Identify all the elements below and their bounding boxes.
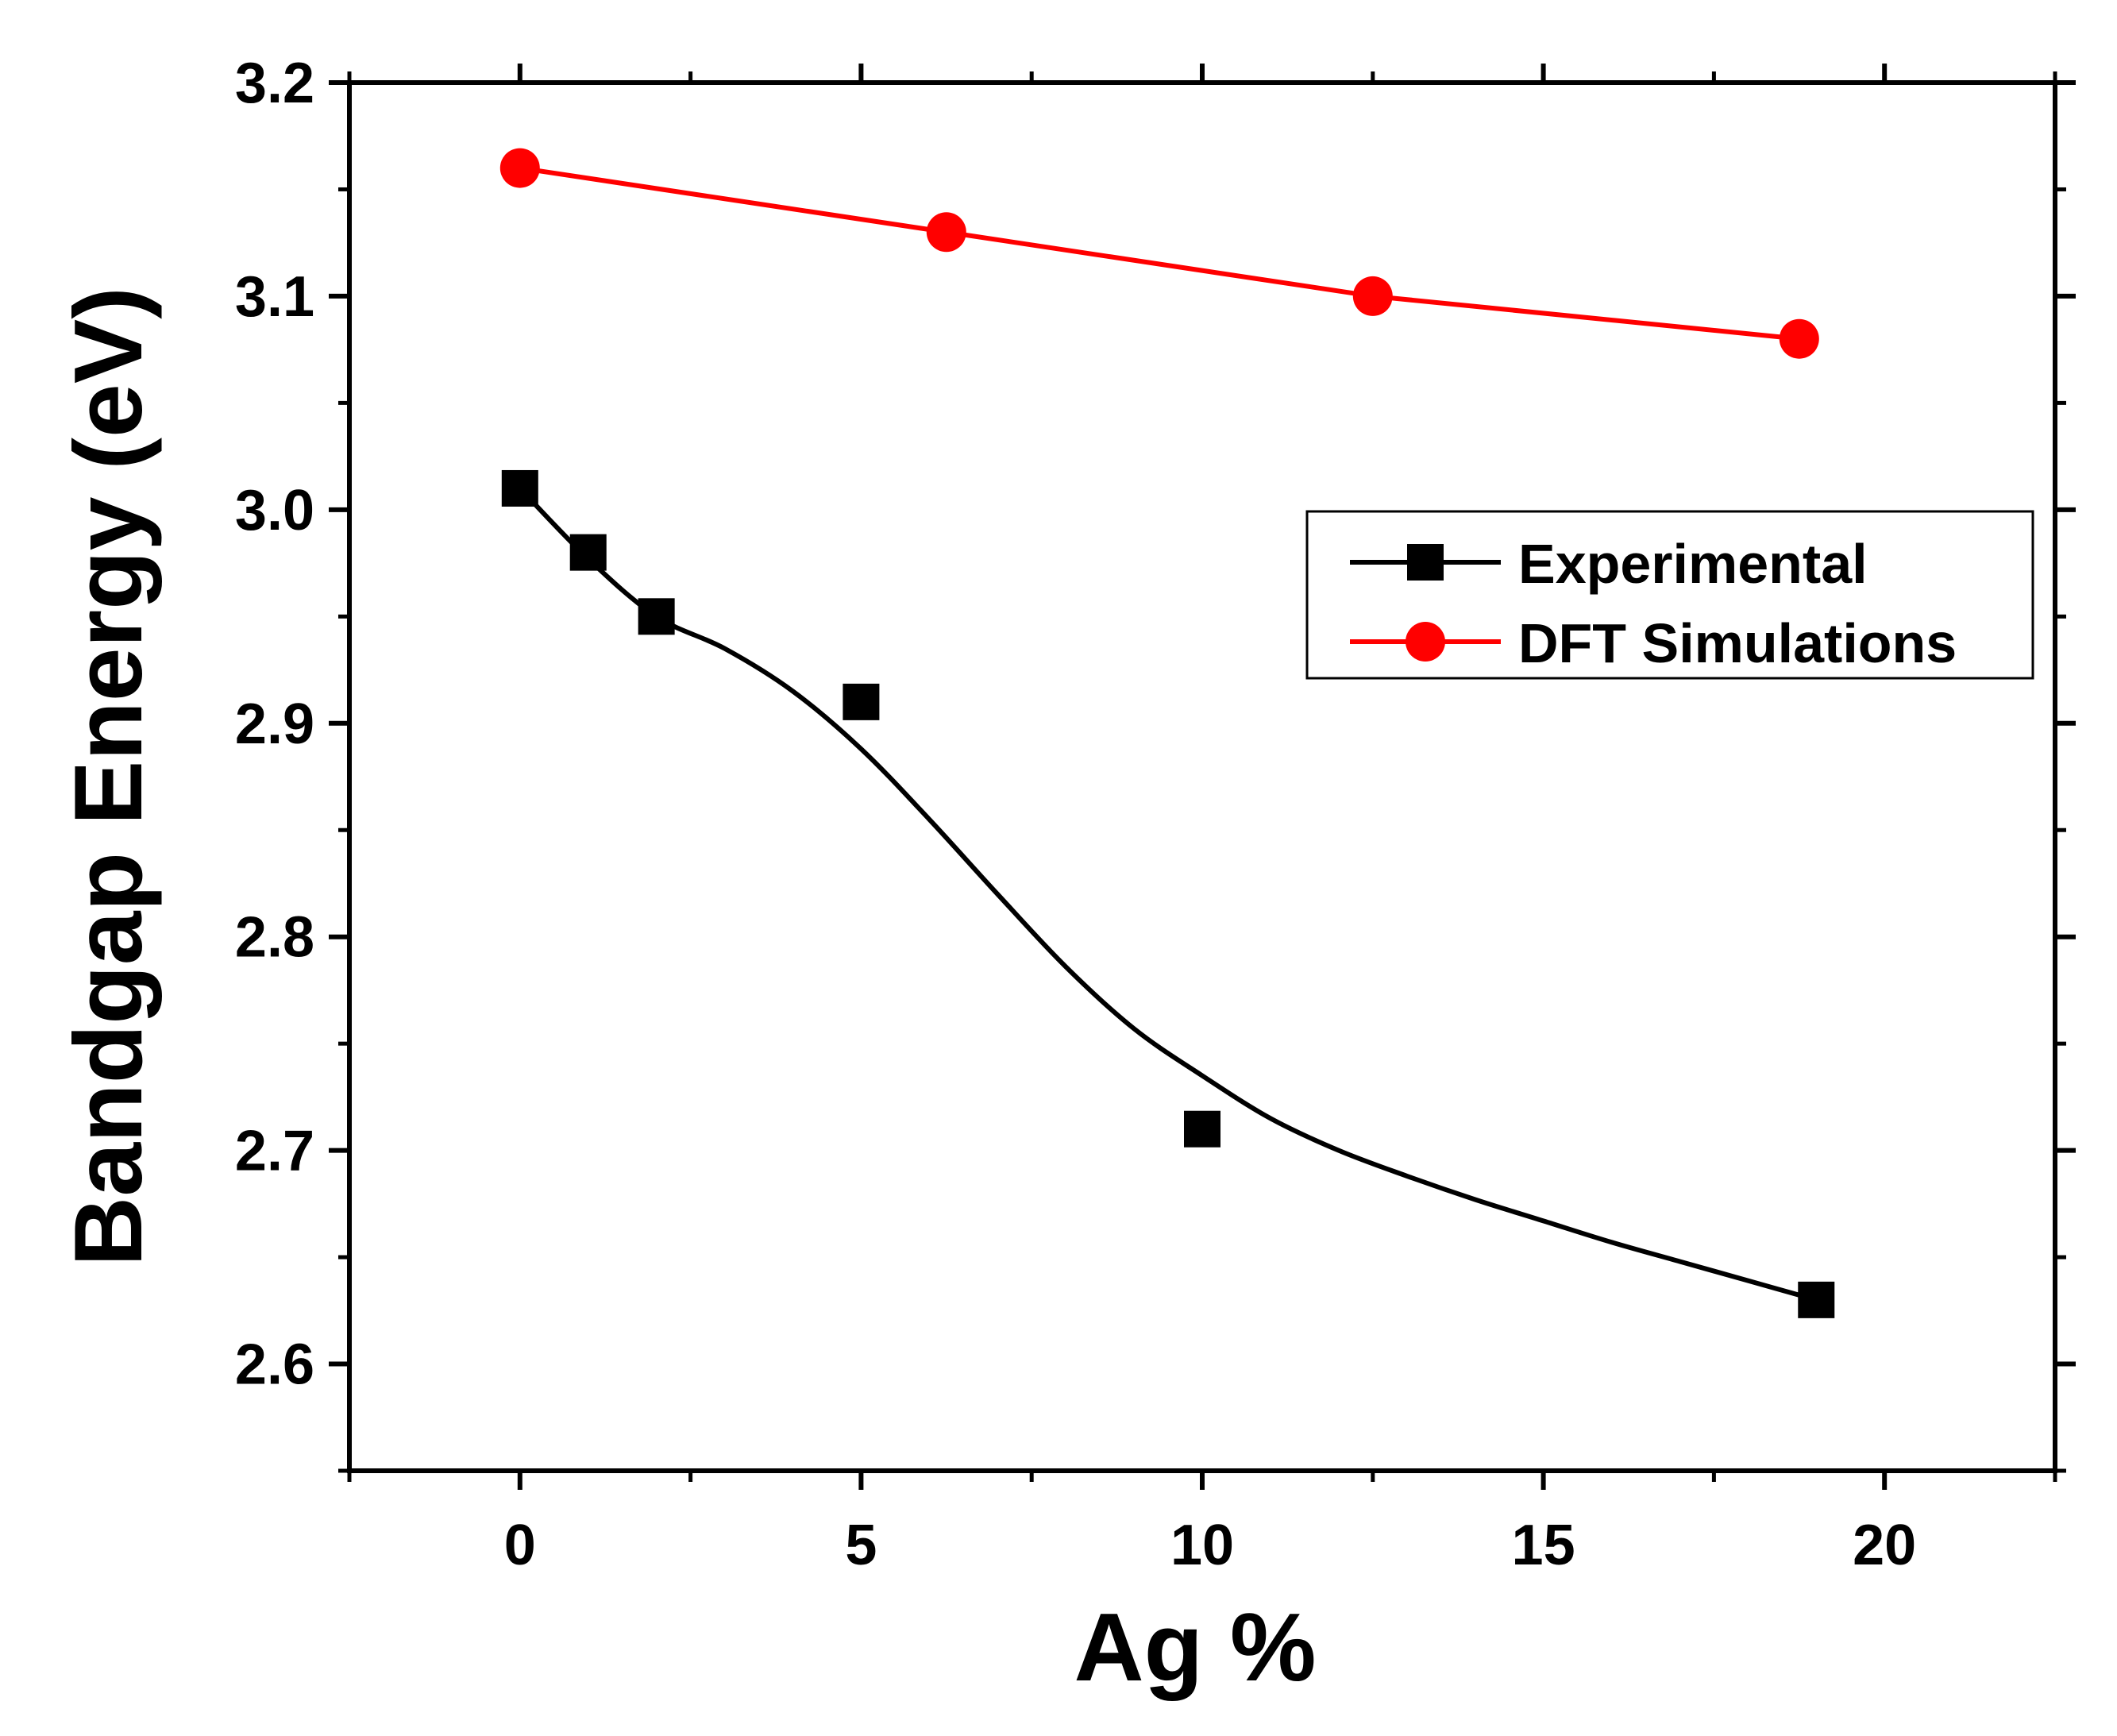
x-tick-label: 5 [845, 1514, 877, 1577]
legend-label-experimental: Experimental [1518, 533, 1868, 595]
series-dft-simulations [499, 148, 1819, 359]
y-tick-label: 2.6 [235, 1333, 314, 1397]
series-experimental [501, 469, 1835, 1318]
data-point-dft-simulations [499, 148, 540, 188]
data-point-dft-simulations [1352, 276, 1393, 316]
series-line-dft-simulations [519, 165, 1800, 341]
x-tick-label: 15 [1512, 1514, 1575, 1577]
data-point-experimental [501, 469, 538, 507]
data-point-experimental [569, 534, 607, 571]
series-layer [499, 148, 1835, 1318]
data-point-dft-simulations [926, 212, 966, 253]
x-axis-title: Ag % [1074, 1593, 1317, 1701]
series-line-experimental [518, 486, 1818, 1302]
y-axis-title: Bandgap Energy (eV) [54, 287, 162, 1267]
y-tick-label: 2.8 [235, 906, 314, 970]
x-tick-label: 0 [504, 1514, 536, 1577]
legend: Experimental DFT Simulations [1305, 510, 2034, 680]
data-point-experimental [638, 598, 675, 635]
data-point-experimental [1798, 1281, 1835, 1318]
y-tick-label: 3.1 [235, 265, 314, 329]
plot-frame [347, 80, 2057, 1473]
legend-label-dft: DFT Simulations [1518, 612, 1957, 674]
y-tick-label: 3.2 [235, 52, 314, 115]
legend-marker-dft [1406, 622, 1445, 662]
x-tick-label: 10 [1170, 1514, 1234, 1577]
y-tick-label: 2.9 [235, 692, 314, 756]
data-point-experimental [843, 683, 880, 720]
x-tick-label: 20 [1853, 1514, 1916, 1577]
legend-marker-experimental [1407, 544, 1444, 581]
y-tick-label: 3.0 [235, 479, 314, 542]
axes-layer: 0 5 10 15 20 2.6 2.7 2.8 2.9 3.0 3.1 3.2 [235, 52, 2076, 1577]
data-point-experimental [1184, 1110, 1220, 1148]
y-tick-label: 2.7 [235, 1120, 314, 1183]
data-point-dft-simulations [1779, 318, 1819, 359]
